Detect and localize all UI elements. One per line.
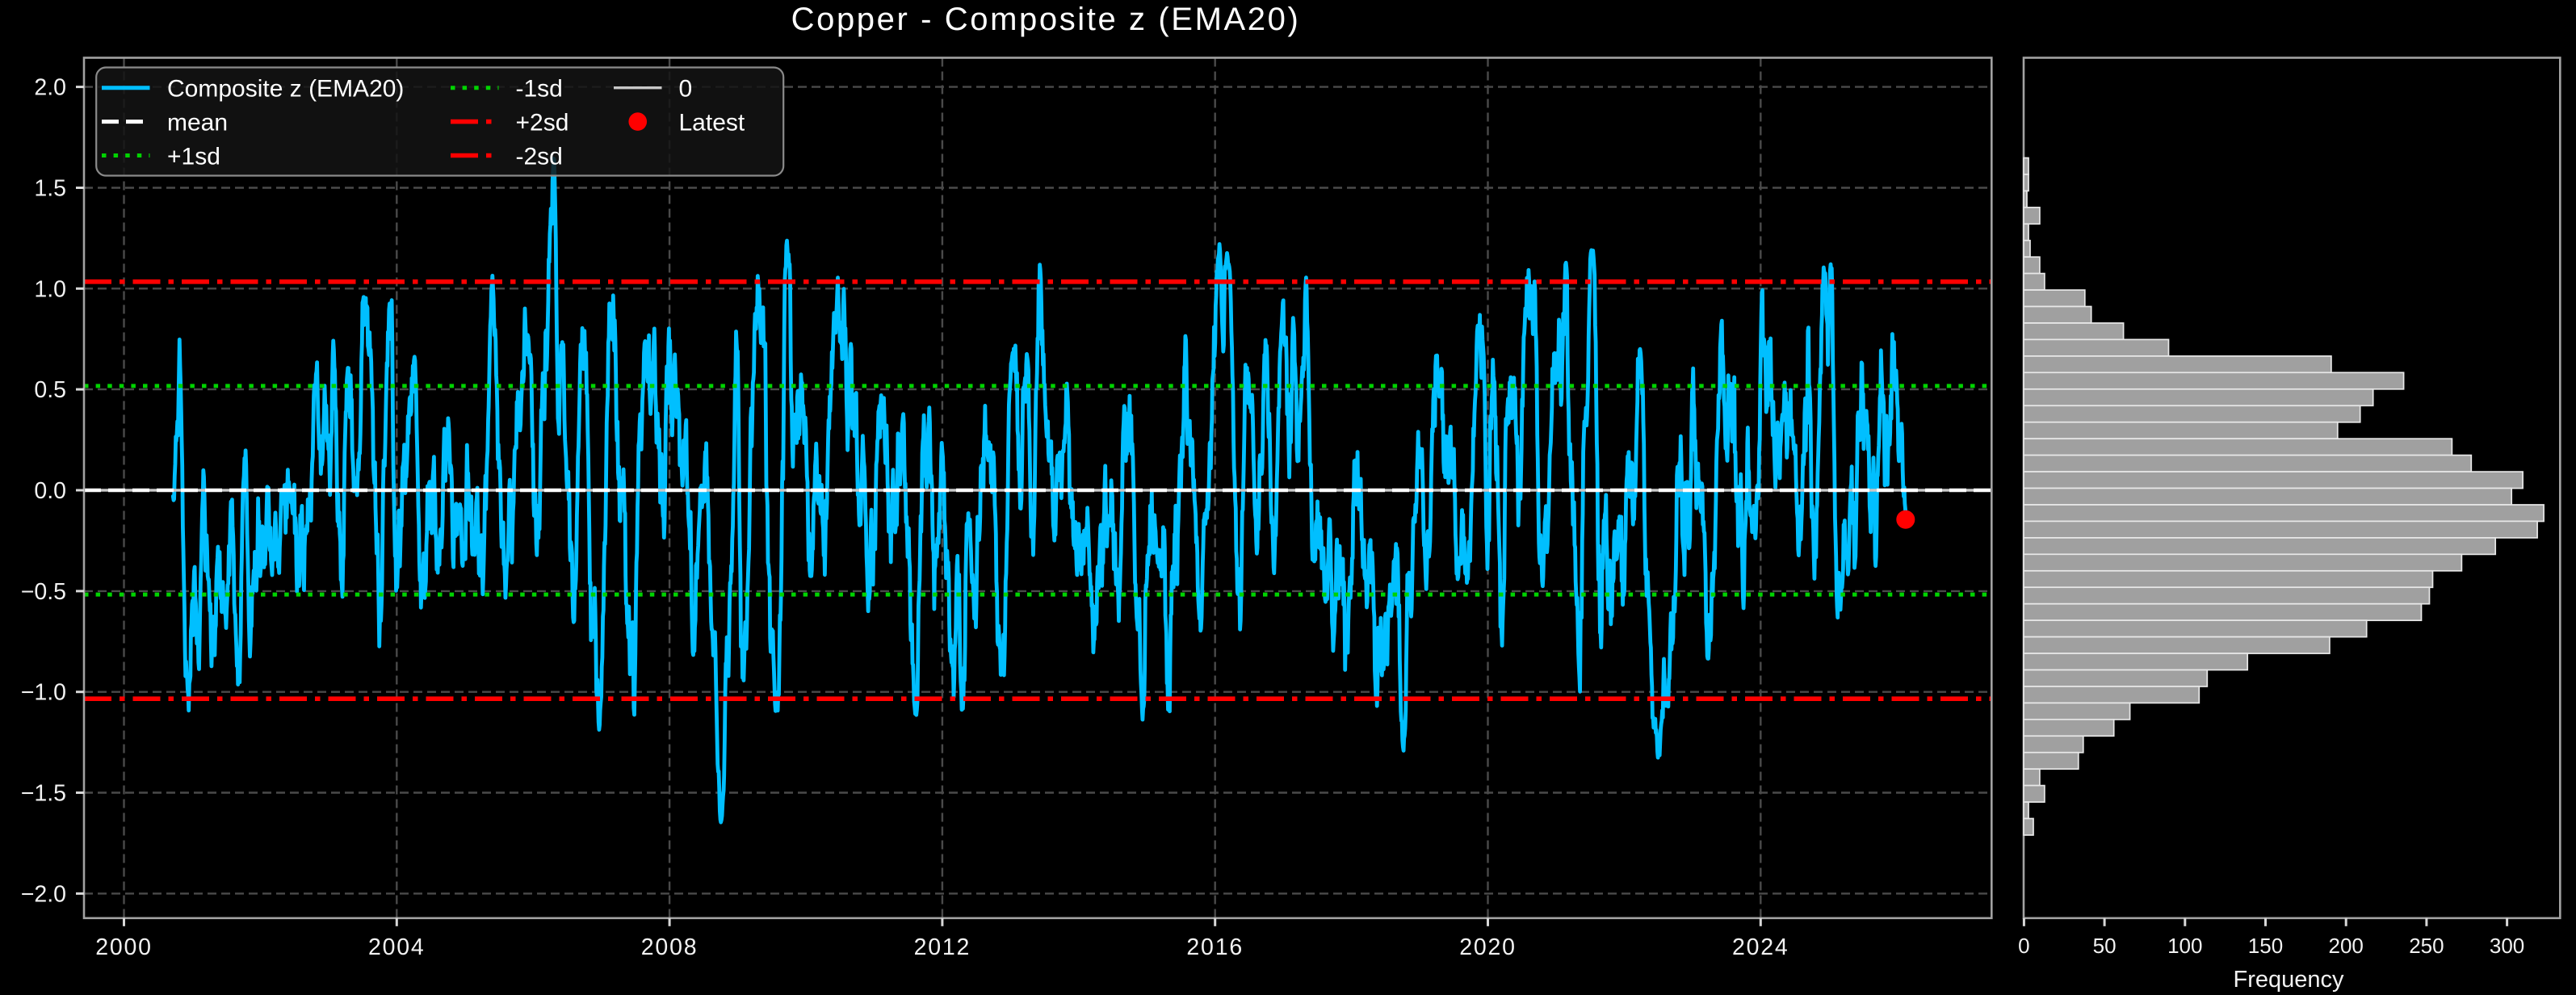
svg-text:2024: 2024 (1732, 934, 1789, 960)
svg-text:2004: 2004 (368, 934, 426, 960)
svg-text:mean: mean (167, 110, 228, 136)
svg-text:Copper - Composite z (EMA20): Copper - Composite z (EMA20) (791, 2, 1301, 37)
svg-text:+2sd: +2sd (516, 110, 569, 136)
svg-text:200: 200 (2329, 934, 2364, 958)
svg-text:2016: 2016 (1186, 934, 1244, 960)
svg-text:0.0: 0.0 (34, 478, 66, 504)
svg-text:-2sd: -2sd (516, 144, 563, 170)
svg-text:150: 150 (2248, 934, 2283, 958)
svg-text:2.0: 2.0 (34, 75, 66, 101)
svg-text:1.0: 1.0 (34, 276, 66, 302)
svg-text:50: 50 (2093, 934, 2117, 958)
svg-text:250: 250 (2409, 934, 2444, 958)
svg-text:-1sd: -1sd (516, 76, 563, 103)
svg-text:−2.0: −2.0 (21, 881, 66, 907)
svg-text:2008: 2008 (641, 934, 699, 960)
svg-text:100: 100 (2167, 934, 2202, 958)
svg-text:−1.0: −1.0 (21, 680, 66, 706)
svg-text:2012: 2012 (914, 934, 971, 960)
svg-text:2020: 2020 (1459, 934, 1517, 960)
svg-text:Frequency: Frequency (2233, 967, 2344, 993)
svg-text:2000: 2000 (95, 934, 153, 960)
svg-text:Latest: Latest (679, 110, 745, 136)
svg-text:−0.5: −0.5 (21, 579, 66, 605)
svg-text:300: 300 (2490, 934, 2524, 958)
svg-text:0: 0 (679, 76, 693, 103)
svg-text:0.5: 0.5 (34, 377, 66, 403)
svg-text:+1sd: +1sd (167, 144, 220, 170)
svg-text:1.5: 1.5 (34, 176, 66, 202)
svg-text:Composite z (EMA20): Composite z (EMA20) (167, 76, 404, 103)
svg-text:−1.5: −1.5 (21, 781, 66, 807)
svg-text:0: 0 (2018, 934, 2029, 958)
